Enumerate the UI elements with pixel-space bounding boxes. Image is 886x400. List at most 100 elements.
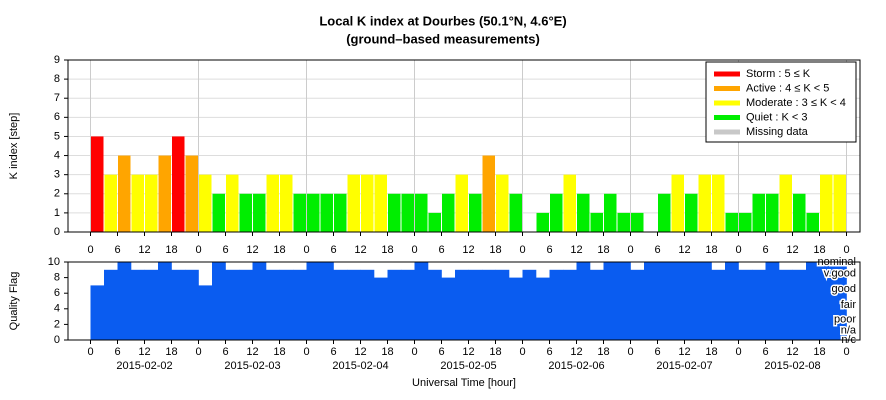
quality-bar: [833, 262, 847, 340]
quality-bar: [279, 269, 294, 340]
bar: [253, 193, 266, 232]
legend-label: Storm : 5 ≤ K: [746, 68, 811, 80]
x-tick-label: 18: [705, 244, 717, 256]
x-tick-label: 6: [546, 346, 552, 358]
bar: [577, 193, 590, 232]
x-tick-label: 0: [87, 346, 93, 358]
bar: [199, 174, 212, 232]
x-tick-label: 18: [489, 346, 501, 358]
x-tick-label: 6: [762, 346, 768, 358]
flag-label: poor: [834, 314, 856, 326]
x-tick-label: 12: [138, 244, 150, 256]
quality-bar: [104, 269, 118, 340]
quality-bar: [347, 269, 361, 340]
quality-bar: [752, 269, 766, 340]
bar: [779, 174, 792, 232]
bar: [604, 193, 617, 232]
quality-bar: [320, 262, 334, 340]
x-tick-label: 6: [330, 346, 336, 358]
quality-bar: [576, 262, 591, 340]
bar: [307, 193, 320, 232]
bar: [320, 193, 333, 232]
bar: [496, 174, 509, 232]
x-tick-label: 0: [303, 244, 309, 256]
y-tick-label: 9: [54, 54, 60, 66]
x-tick-label: 12: [678, 244, 690, 256]
x-tick-label: 0: [87, 244, 93, 256]
bar: [361, 174, 374, 232]
chart-subtitle: (ground–based measurements): [346, 31, 540, 46]
quality-bar: [657, 262, 672, 340]
date-label: 2015-02-05: [440, 360, 496, 372]
quality-bar: [158, 262, 172, 340]
bar: [536, 212, 549, 232]
x-tick-label: 12: [462, 244, 474, 256]
quality-bar: [401, 269, 415, 340]
x-tick-label: 0: [735, 346, 741, 358]
quality-bar: [819, 262, 834, 340]
bar: [550, 193, 563, 232]
flag-label: good: [832, 283, 856, 295]
bar: [388, 193, 401, 232]
x-tick-label: 12: [462, 346, 474, 358]
quality-bar: [144, 269, 159, 340]
x-tick-label: 12: [786, 244, 798, 256]
x-tick-label: 0: [303, 346, 309, 358]
bar: [347, 174, 360, 232]
bar: [725, 212, 738, 232]
y-tick-label: 6: [54, 111, 60, 123]
bar: [334, 193, 347, 232]
date-label: 2015-02-02: [116, 360, 172, 372]
x-tick-label: 6: [438, 244, 444, 256]
quality-bar: [306, 262, 321, 340]
x-tick-label: 6: [114, 244, 120, 256]
date-label: 2015-02-04: [332, 360, 388, 372]
x-tick-label: 18: [165, 244, 177, 256]
x-tick-label: 0: [195, 244, 201, 256]
y-tick-label: 4: [54, 303, 60, 315]
quality-bar: [779, 269, 793, 340]
bar: [563, 174, 576, 232]
date-label: 2015-02-03: [224, 360, 280, 372]
x-tick-label: 18: [813, 346, 825, 358]
x-tick-label: 12: [678, 346, 690, 358]
chart-title: Local K index at Dourbes (50.1°N, 4.6°E): [319, 13, 566, 28]
x-tick-label: 0: [519, 346, 525, 358]
quality-bar: [455, 269, 469, 340]
bar: [131, 174, 144, 232]
plot-frame: [67, 261, 861, 341]
x-tick-label: 12: [246, 346, 258, 358]
bar: [185, 155, 198, 232]
bar: [766, 193, 779, 232]
y-tick-label: 2: [54, 188, 60, 200]
x-tick-label: 0: [627, 346, 633, 358]
bar: [172, 136, 185, 232]
quality-bar: [185, 269, 199, 340]
y-tick-label: 2: [54, 318, 60, 330]
y-tick-label: 6: [54, 287, 60, 299]
x-tick-label: 0: [627, 244, 633, 256]
quality-bar: [266, 269, 280, 340]
quality-bar: [482, 269, 496, 340]
x-axis-label: Universal Time [hour]: [412, 377, 516, 389]
bar: [374, 174, 387, 232]
date-label: 2015-02-08: [764, 360, 820, 372]
bar: [266, 174, 279, 232]
x-tick-label: 0: [411, 346, 417, 358]
x-tick-label: 18: [165, 346, 177, 358]
bar: [226, 174, 239, 232]
quality-bar: [428, 269, 442, 340]
x-tick-label: 0: [411, 244, 417, 256]
y-tick-label: 1: [54, 207, 60, 219]
quality-bar: [468, 269, 483, 340]
quality-bar: [239, 269, 253, 340]
bar: [293, 193, 306, 232]
y-tick-label: 8: [54, 272, 60, 284]
bar: [401, 193, 414, 232]
flag-label: fair: [841, 299, 857, 311]
x-tick-label: 18: [489, 244, 501, 256]
x-tick-label: 18: [381, 244, 393, 256]
quality-bar: [549, 269, 564, 340]
x-tick-label: 18: [381, 346, 393, 358]
quality-bar: [387, 269, 402, 340]
